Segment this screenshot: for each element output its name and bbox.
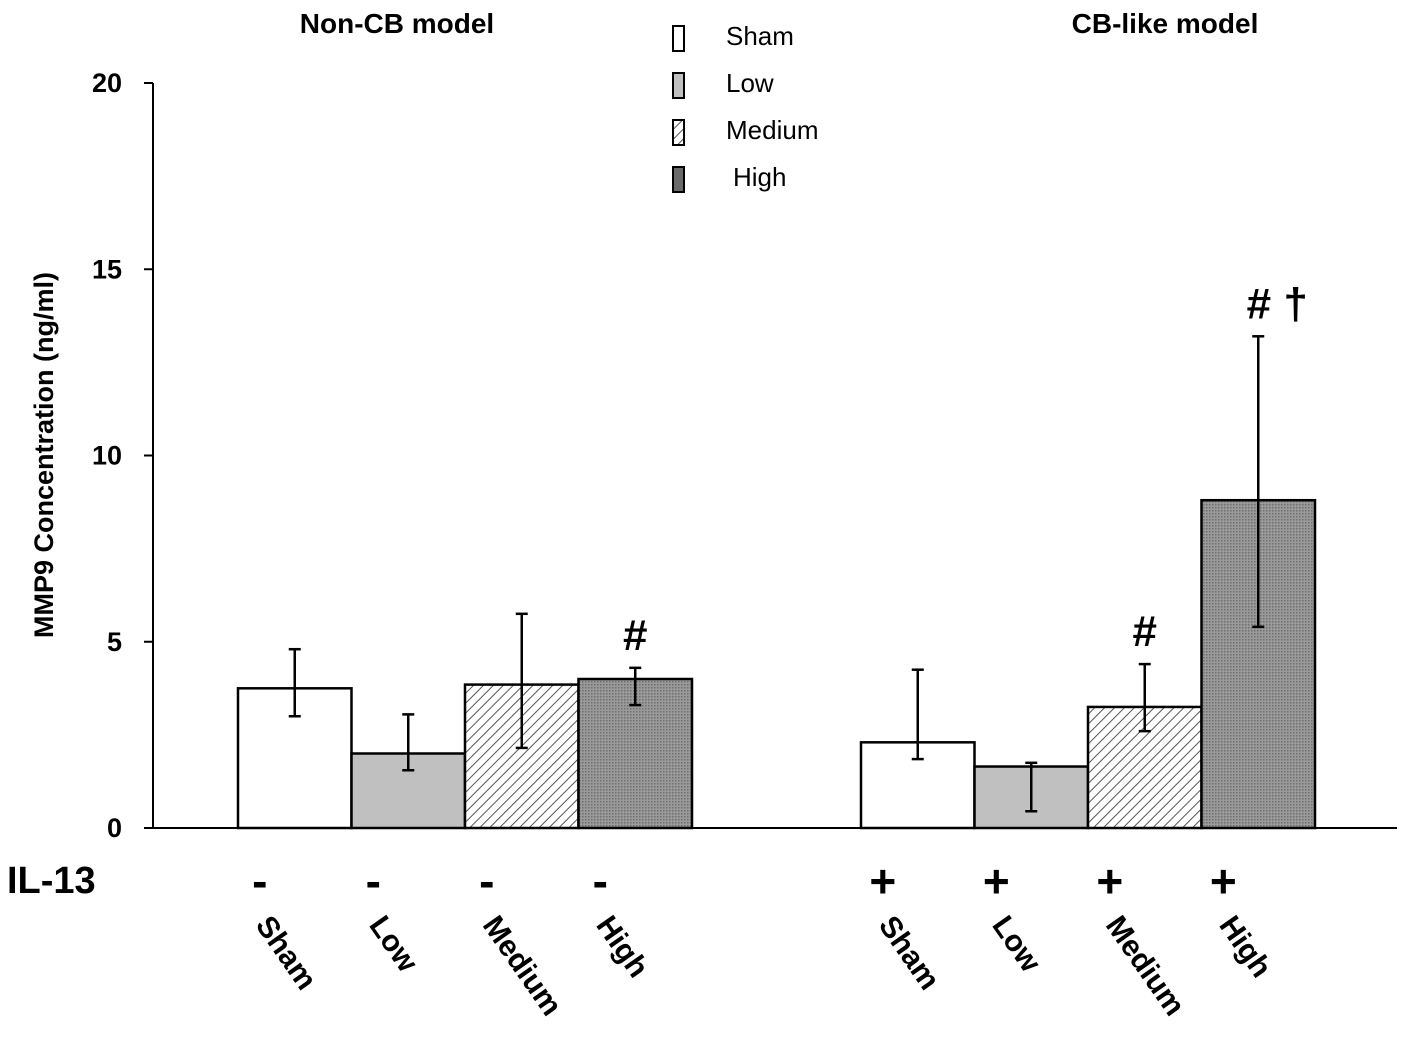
category-label: Low: [986, 910, 1048, 979]
y-tick-label: 10: [92, 441, 122, 471]
category-label: High: [590, 910, 655, 984]
il13-sign: +: [983, 855, 1010, 907]
y-tick-label: 20: [92, 68, 122, 98]
significance-annotation: #: [623, 611, 647, 660]
il13-row-label: IL-13: [7, 860, 96, 902]
il13-sign: -: [252, 855, 267, 907]
il13-sign: -: [479, 855, 494, 907]
category-label: Sham: [249, 910, 323, 996]
significance-annotation: # †: [1247, 279, 1308, 328]
il13-sign: +: [1096, 855, 1123, 907]
y-tick-label: 15: [92, 254, 122, 284]
il13-sign: +: [1210, 855, 1237, 907]
legend: Sham Low Medium High: [672, 21, 818, 193]
legend-label: Low: [726, 68, 774, 98]
y-tick-label: 0: [107, 813, 122, 843]
y-tick-label: 5: [107, 627, 122, 657]
category-label: Medium: [476, 910, 568, 1022]
category-label: Sham: [872, 910, 946, 996]
significance-annotation: #: [1133, 607, 1157, 656]
legend-swatch-medium: [672, 119, 685, 146]
il13-sign: +: [869, 855, 896, 907]
legend-swatch-low: [672, 72, 685, 99]
legend-label: High: [733, 162, 786, 192]
legend-label: Medium: [726, 115, 818, 145]
y-axis-label: MMP9 Concentration (ng/ml): [29, 272, 59, 638]
legend-label: Sham: [726, 21, 794, 51]
il13-sign: -: [366, 855, 381, 907]
legend-swatch-high: [672, 166, 685, 193]
legend-swatch-sham: [672, 25, 685, 52]
il13-sign: -: [593, 855, 608, 907]
category-label: High: [1213, 910, 1278, 984]
group-title: CB-like model: [1072, 8, 1259, 39]
group-title: Non-CB model: [300, 8, 494, 39]
category-label: Low: [363, 910, 425, 979]
category-label: Medium: [1099, 910, 1191, 1022]
bars: [236, 335, 1317, 830]
